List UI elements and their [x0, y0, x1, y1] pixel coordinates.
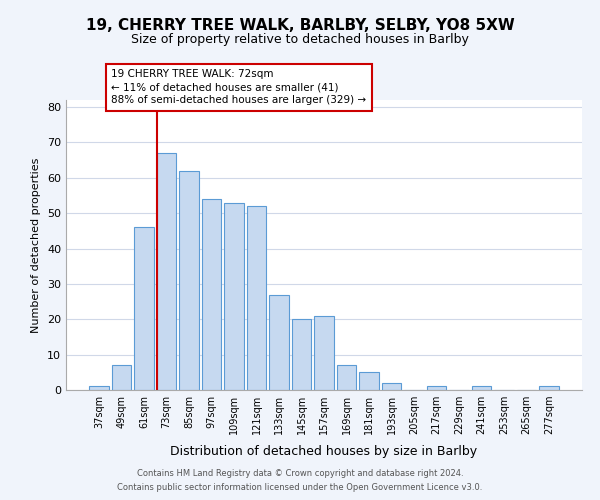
Bar — [179, 170, 199, 390]
Bar — [269, 294, 289, 390]
Text: Size of property relative to detached houses in Barlby: Size of property relative to detached ho… — [131, 32, 469, 46]
Bar — [472, 386, 491, 390]
Bar — [157, 153, 176, 390]
Bar — [292, 320, 311, 390]
Bar — [314, 316, 334, 390]
Bar — [134, 228, 154, 390]
Text: Contains public sector information licensed under the Open Government Licence v3: Contains public sector information licen… — [118, 484, 482, 492]
Bar — [247, 206, 266, 390]
Bar — [337, 365, 356, 390]
Text: 19, CHERRY TREE WALK, BARLBY, SELBY, YO8 5XW: 19, CHERRY TREE WALK, BARLBY, SELBY, YO8… — [86, 18, 514, 32]
Bar — [89, 386, 109, 390]
Y-axis label: Number of detached properties: Number of detached properties — [31, 158, 41, 332]
Bar — [224, 202, 244, 390]
Bar — [427, 386, 446, 390]
Text: Contains HM Land Registry data © Crown copyright and database right 2024.: Contains HM Land Registry data © Crown c… — [137, 468, 463, 477]
Bar — [359, 372, 379, 390]
Bar — [382, 383, 401, 390]
Text: 19 CHERRY TREE WALK: 72sqm
← 11% of detached houses are smaller (41)
88% of semi: 19 CHERRY TREE WALK: 72sqm ← 11% of deta… — [112, 69, 367, 106]
Bar — [539, 386, 559, 390]
Bar — [202, 199, 221, 390]
Bar — [112, 365, 131, 390]
X-axis label: Distribution of detached houses by size in Barlby: Distribution of detached houses by size … — [170, 446, 478, 458]
